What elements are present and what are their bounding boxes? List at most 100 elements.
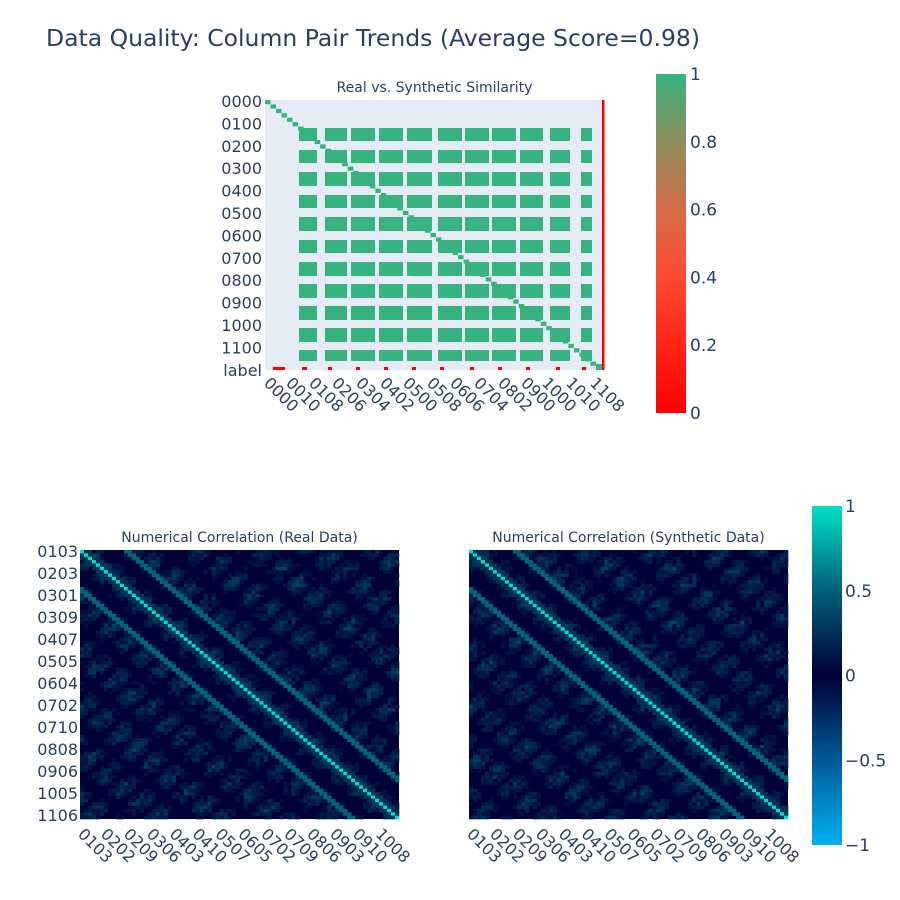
real-correlation-cell — [83, 600, 89, 605]
real-correlation-cell — [107, 573, 113, 578]
real-correlation-cell — [207, 566, 212, 571]
syn-correlation-cell — [752, 607, 757, 611]
syn-correlation-cell — [556, 566, 562, 571]
syn-correlation-cell — [520, 556, 526, 561]
syn-correlation-cell — [712, 583, 717, 588]
real-correlation-cell — [243, 724, 248, 729]
real-correlation-cell — [391, 563, 396, 568]
real-correlation-cell — [243, 634, 248, 638]
real-correlation-cell — [159, 560, 165, 564]
real-correlation-cell — [243, 573, 248, 578]
real-correlation-cell — [343, 681, 348, 685]
real-correlation-cell — [131, 550, 137, 554]
syn-correlation-cell — [612, 620, 617, 625]
syn-correlation-cell — [472, 671, 478, 675]
real-correlation-cell — [347, 778, 352, 783]
real-correlation-cell — [107, 664, 113, 668]
real-correlation-cell — [243, 795, 248, 800]
real-correlation-cell — [103, 724, 109, 729]
real-correlation-cell — [343, 617, 348, 621]
syn-correlation-cell — [700, 634, 705, 638]
syn-correlation-cell — [496, 607, 502, 611]
syn-correlation-cell — [652, 613, 657, 618]
syn-correlation-cell — [516, 553, 522, 558]
similarity-cell-block — [520, 195, 543, 208]
real-correlation-cell — [151, 795, 157, 800]
real-correlation-cell — [111, 563, 117, 568]
real-correlation-cell — [179, 586, 184, 591]
real-correlation-cell — [211, 570, 216, 574]
syn-correlation-cell — [540, 556, 546, 561]
real-correlation-cell — [215, 701, 220, 705]
real-correlation-cell — [175, 570, 180, 574]
real-correlation-cell — [91, 708, 97, 712]
real-correlation-cell — [239, 775, 244, 779]
syn-correlation-cell — [684, 583, 689, 588]
syn-correlation-cell — [636, 590, 641, 595]
real-correlation-cell — [331, 755, 336, 759]
real-correlation-cell — [379, 765, 384, 769]
real-correlation-cell — [155, 704, 161, 709]
real-correlation-cell — [111, 788, 117, 793]
real-correlation-cell — [159, 657, 165, 662]
real-correlation-cell — [187, 671, 192, 675]
syn-correlation-cell — [772, 644, 777, 648]
real-correlation-cell — [319, 671, 324, 675]
real-correlation-cell — [147, 802, 153, 806]
real-correlation-cell — [283, 761, 288, 766]
real-correlation-cell — [95, 667, 101, 672]
syn-correlation-cell — [784, 603, 789, 608]
syn-correlation-cell — [508, 566, 514, 571]
real-correlation-cell — [255, 650, 260, 655]
real-correlation-cell — [191, 734, 196, 739]
syn-correlation-cell — [588, 644, 593, 648]
real-correlation-cell — [291, 586, 296, 591]
real-correlation-cell — [275, 603, 280, 608]
real-correlation-cell — [359, 788, 364, 793]
real-correlation-cell — [251, 798, 256, 803]
real-correlation-cell — [267, 627, 272, 631]
real-correlation-cell — [80, 560, 85, 564]
syn-correlation-cell — [704, 650, 709, 655]
real-correlation-cell — [80, 647, 85, 652]
real-correlation-cell — [239, 637, 244, 642]
syn-correlation-cell — [576, 590, 581, 595]
real-correlation-cell — [267, 553, 272, 558]
real-correlation-cell — [339, 660, 344, 665]
syn-correlation-cell — [480, 660, 486, 665]
real-correlation-cell — [235, 687, 240, 692]
syn-correlation-cell — [660, 597, 665, 601]
real-correlation-cell — [87, 644, 93, 648]
real-correlation-cell — [111, 782, 117, 786]
similarity-cell-block — [299, 284, 317, 298]
real-correlation-cell — [395, 808, 400, 813]
real-correlation-cell — [191, 691, 196, 695]
real-correlation-cell — [283, 734, 288, 739]
syn-correlation-cell — [552, 583, 558, 588]
real-correlation-cell — [143, 714, 149, 719]
real-correlation-cell — [311, 738, 316, 742]
real-correlation-cell — [147, 761, 153, 766]
real-correlation-cell — [123, 583, 129, 588]
syn-correlation-cell — [740, 640, 745, 645]
syn-correlation-cell — [640, 637, 645, 642]
real-correlation-cell — [183, 627, 188, 631]
syn-correlation-cell — [520, 580, 526, 584]
real-correlation-cell — [375, 694, 380, 699]
real-correlation-cell — [103, 566, 109, 571]
syn-correlation-cell — [648, 613, 653, 618]
real-correlation-cell — [279, 623, 284, 628]
real-correlation-cell — [159, 724, 165, 729]
real-correlation-cell — [175, 687, 180, 692]
real-correlation-cell — [263, 603, 268, 608]
syn-correlation-cell — [652, 610, 657, 615]
syn-correlation-cell — [500, 644, 506, 648]
syn-correlation-cell — [612, 560, 617, 564]
syn-correlation-cell — [632, 576, 637, 581]
syn-correlation-cell — [560, 627, 565, 631]
real-correlation-cell — [319, 788, 324, 793]
real-correlation-cell — [131, 583, 137, 588]
real-correlation-cell — [355, 741, 360, 746]
syn-correlation-cell — [700, 593, 705, 598]
real-correlation-cell — [347, 681, 352, 685]
